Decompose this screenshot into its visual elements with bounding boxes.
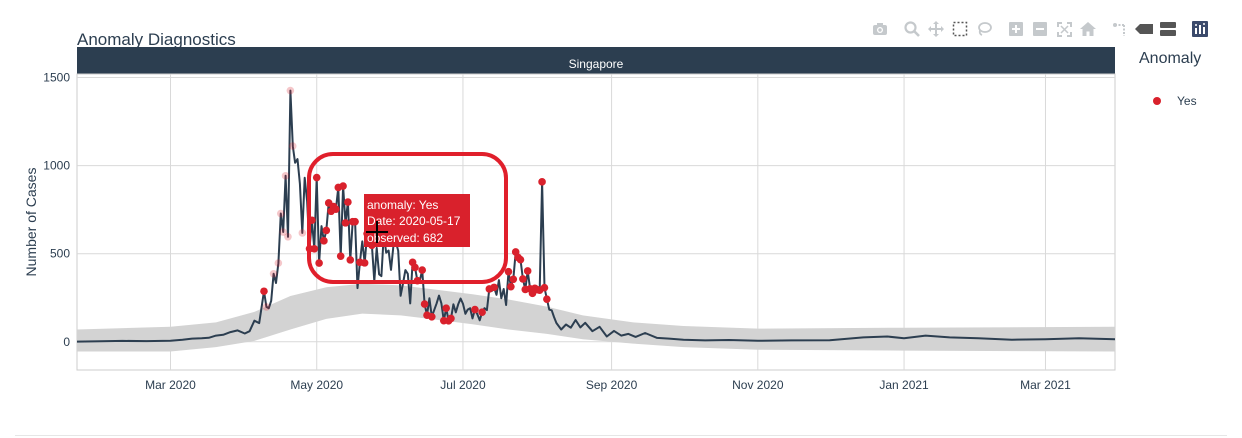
anomaly-point <box>310 244 319 253</box>
anomaly-point <box>281 172 290 180</box>
legend-marker-icon <box>1153 97 1161 105</box>
spike-lines-icon[interactable] <box>1108 18 1132 40</box>
tooltip-line-observed: observed: 682 <box>367 231 443 245</box>
anomaly-point <box>411 263 419 272</box>
y-tick-label: 1500 <box>43 71 70 85</box>
legend: Anomaly Yes <box>1128 50 1228 108</box>
plot-toolbar <box>868 18 1212 40</box>
y-tick-label: 500 <box>50 247 70 261</box>
zoom-out-icon[interactable] <box>1028 18 1052 40</box>
anomaly-point <box>471 305 479 314</box>
x-tick-label: Jul 2020 <box>440 378 486 392</box>
hover-tooltip: anomaly: Yes Date: 2020-05-17 observed: … <box>364 194 470 247</box>
anomaly-point <box>478 308 486 317</box>
anomaly-point <box>269 270 278 278</box>
legend-item-yes[interactable]: Yes <box>1153 94 1228 108</box>
y-tick-label: 0 <box>63 335 70 349</box>
y-axis-ticks: 0 500 1000 1500 <box>43 71 70 349</box>
anomaly-point <box>262 303 271 311</box>
observed-line-path <box>76 89 1116 343</box>
legend-title: Anomaly <box>1139 50 1202 67</box>
tooltip-box <box>364 194 470 247</box>
anomaly-point <box>288 142 297 150</box>
anomaly-point <box>351 217 359 226</box>
box-select-icon[interactable] <box>948 18 972 40</box>
divider <box>15 435 1227 436</box>
anomaly-point <box>298 229 307 237</box>
plotly-logo-icon[interactable] <box>1188 18 1212 40</box>
facet-label: Singapore <box>569 57 624 71</box>
anomaly-point <box>312 173 321 182</box>
recomposed-band-area <box>77 283 1115 352</box>
anomaly-point <box>523 267 532 275</box>
anomaly-point <box>490 283 498 292</box>
legend-label: Yes <box>1177 94 1197 108</box>
zoom-icon[interactable] <box>900 18 924 40</box>
anomaly-point <box>507 282 515 291</box>
anomaly-point <box>286 86 295 95</box>
tooltip-line-anomaly: anomaly: Yes <box>367 198 438 212</box>
anomaly-point <box>519 275 527 283</box>
anomaly-point <box>336 252 345 260</box>
x-tick-label: Mar 2021 <box>1020 378 1071 392</box>
camera-icon[interactable] <box>868 18 892 40</box>
reset-axes-icon[interactable] <box>1076 18 1100 40</box>
autoscale-icon[interactable] <box>1052 18 1076 40</box>
anomaly-point <box>540 283 549 292</box>
x-tick-label: Sep 2020 <box>586 378 638 392</box>
y-axis-label: Number of Cases <box>23 168 39 277</box>
anomaly-point <box>341 219 350 227</box>
anomaly-point <box>276 209 285 218</box>
anomaly-point <box>516 255 525 264</box>
tooltip-line-date: Date: 2020-05-17 <box>367 214 461 228</box>
anomaly-point <box>427 312 436 321</box>
anomaly-point <box>274 259 283 267</box>
anomaly-point <box>284 233 292 241</box>
x-tick-label: Mar 2020 <box>145 378 196 392</box>
crosshair-cursor-icon <box>366 221 388 243</box>
anomaly-point <box>543 295 551 303</box>
anomaly-point <box>509 275 518 284</box>
x-tick-label: Nov 2020 <box>732 378 784 392</box>
anomaly-point <box>447 314 455 323</box>
anomaly-point <box>346 256 355 264</box>
anomaly-point <box>418 266 427 274</box>
anomaly-point <box>442 304 450 312</box>
x-tick-label: May 2020 <box>290 378 343 392</box>
anomaly-point <box>420 300 429 308</box>
recomposed-band <box>77 283 1115 352</box>
anomaly-point <box>360 259 369 267</box>
anomaly-point <box>504 267 513 276</box>
anomaly-point <box>538 178 546 186</box>
anomaly-point <box>320 237 328 245</box>
zoom-in-icon[interactable] <box>1004 18 1028 40</box>
anomaly-point <box>260 287 268 296</box>
anomaly-point <box>344 198 352 206</box>
facet-strip <box>77 47 1115 74</box>
anomaly-point <box>322 226 331 235</box>
annotation-highlight-box <box>307 152 508 284</box>
lasso-icon[interactable] <box>972 18 996 40</box>
x-axis-ticks: Mar 2020 May 2020 Jul 2020 Sep 2020 Nov 2020… <box>145 378 1071 392</box>
pan-icon[interactable] <box>924 18 948 40</box>
anomaly-point <box>339 182 347 190</box>
anomaly-point <box>279 228 287 236</box>
y-tick-label: 1000 <box>43 159 70 173</box>
anomaly-point <box>332 205 340 213</box>
observed-line <box>76 89 1116 343</box>
anomaly-point <box>315 259 323 267</box>
x-tick-label: Jan 2021 <box>879 378 929 392</box>
chart-title: Anomaly Diagnostics <box>77 30 236 49</box>
hover-compare-icon[interactable] <box>1156 18 1180 40</box>
hover-closest-icon[interactable] <box>1132 18 1156 40</box>
